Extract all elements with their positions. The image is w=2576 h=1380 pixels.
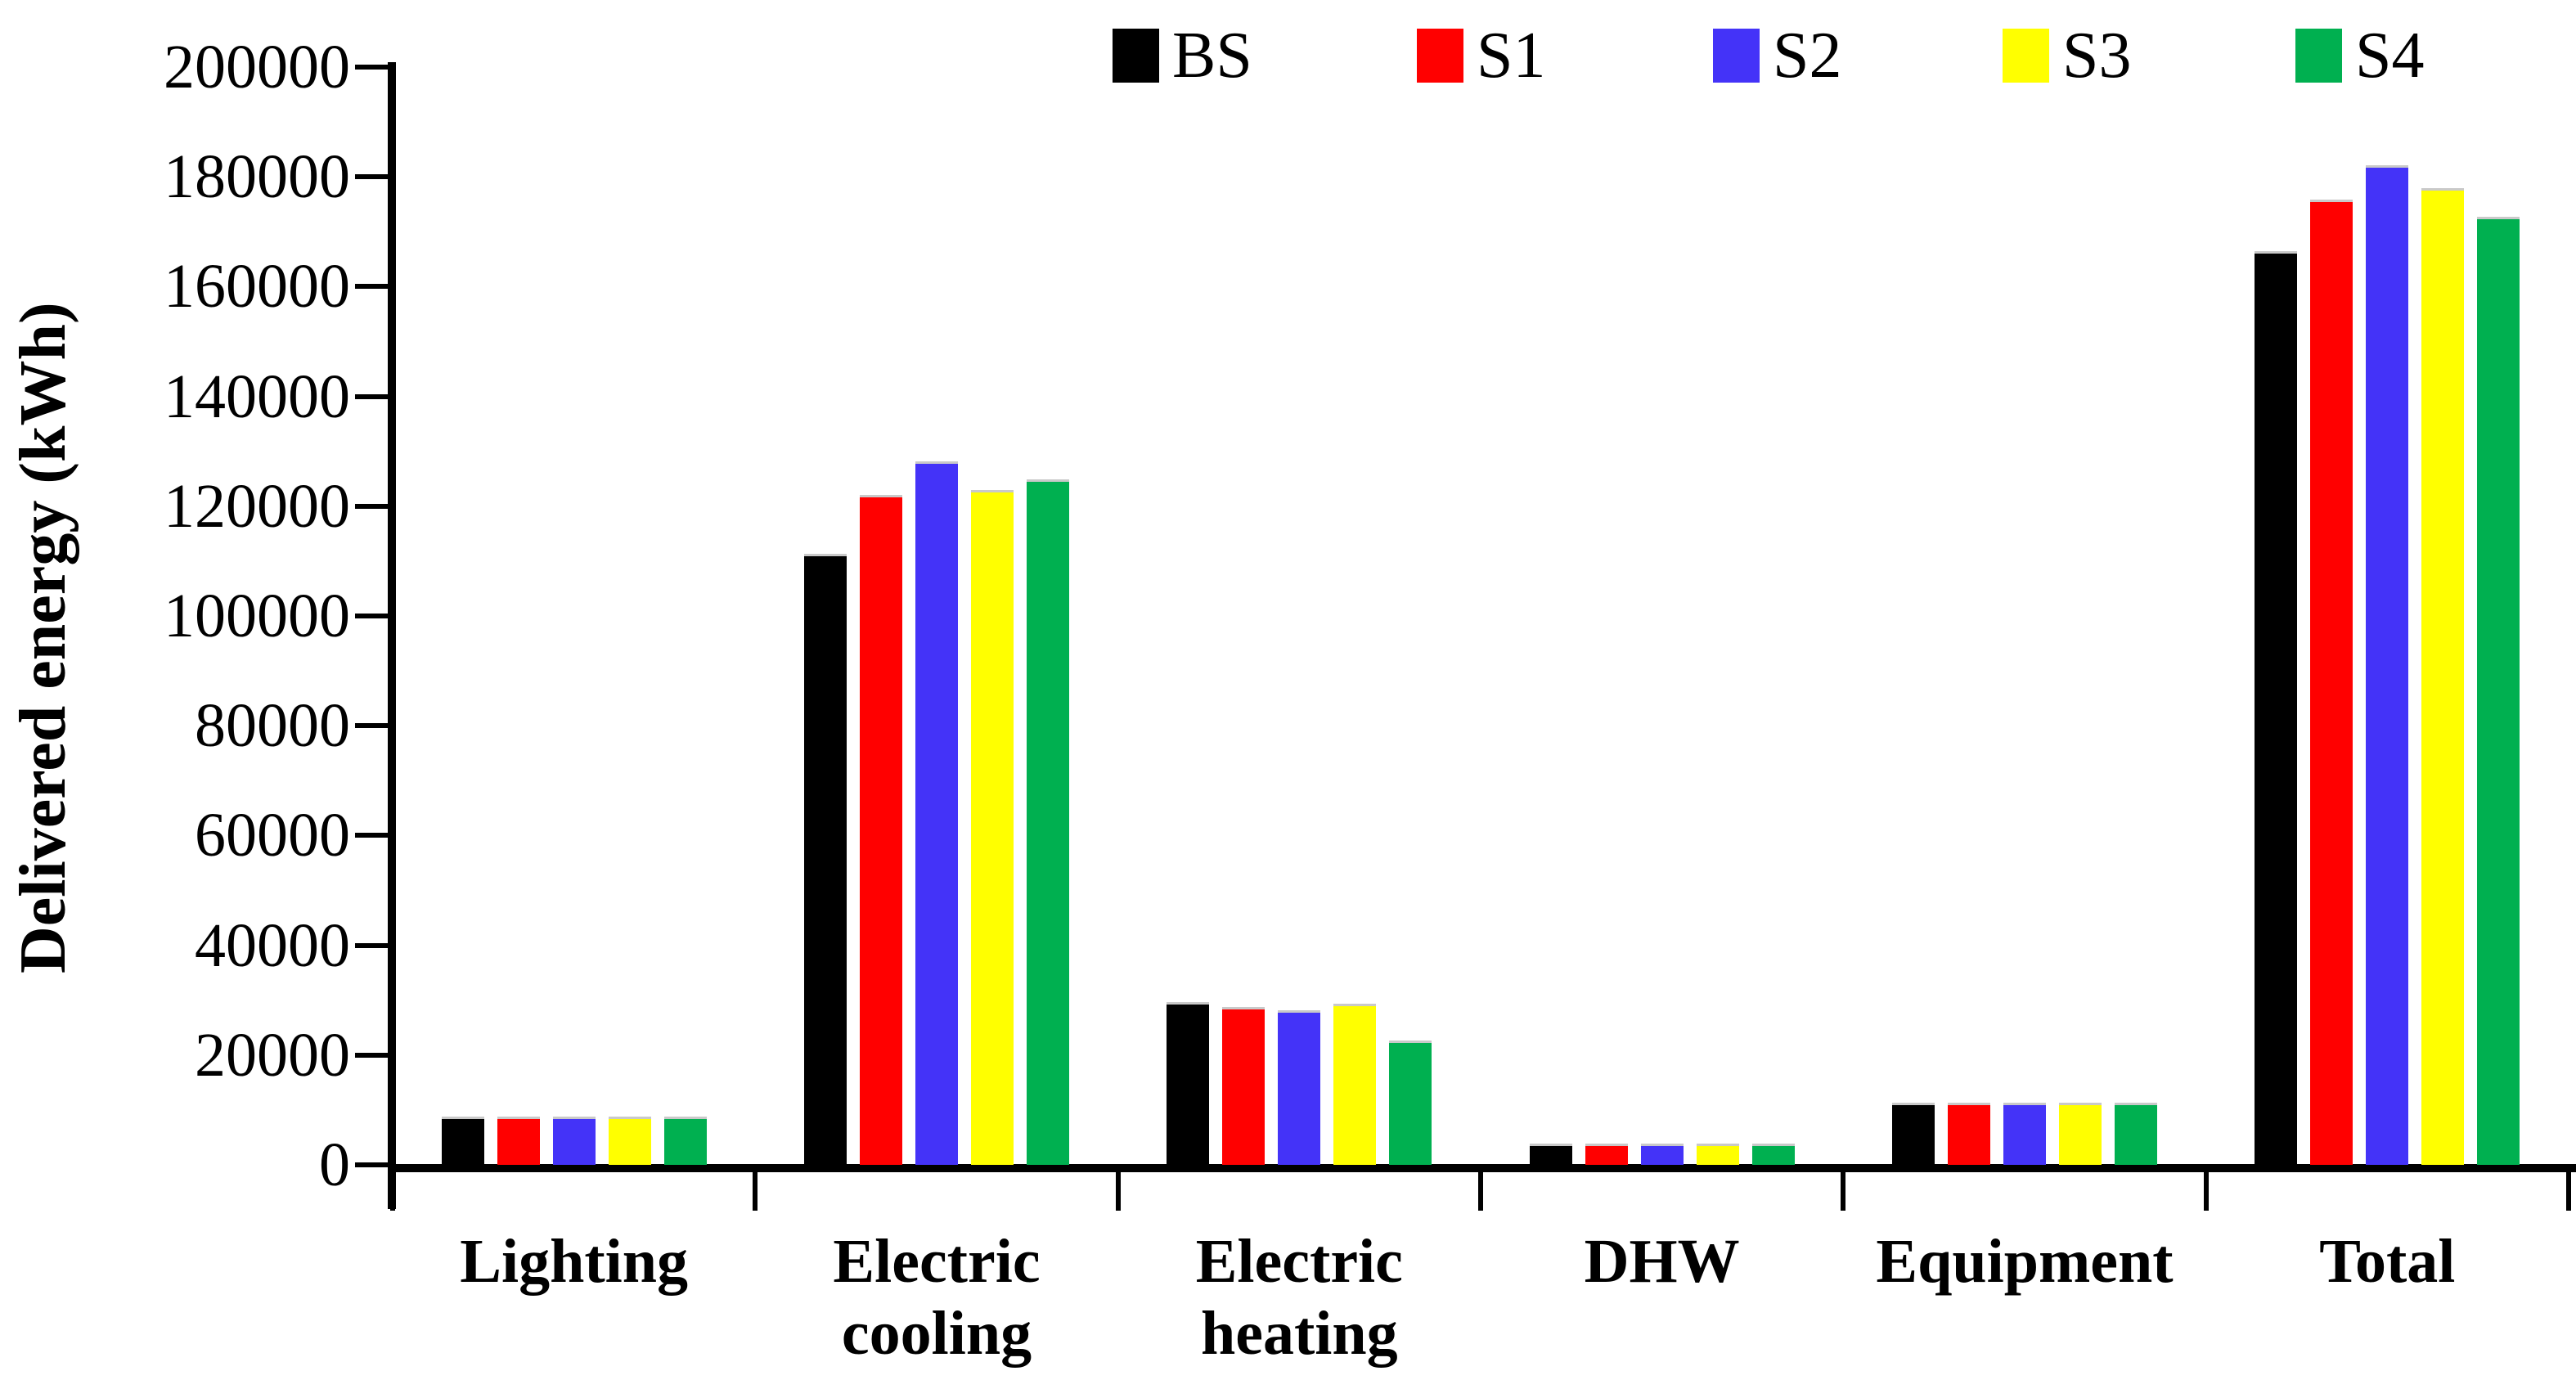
x-tick	[753, 1165, 758, 1211]
bar-S1-electric-cooling	[860, 495, 902, 1165]
y-tick-label: 120000	[164, 471, 350, 541]
x-tick	[2566, 1165, 2571, 1211]
legend-label-s4: S4	[2355, 20, 2425, 92]
y-tick-label: 200000	[164, 33, 350, 101]
y-tick	[355, 1162, 393, 1167]
legend-label-s2: S2	[1773, 20, 1842, 92]
x-category-label-electric-heating: Electric heating	[1195, 1227, 1403, 1368]
bar-S2-equipment	[2003, 1103, 2046, 1165]
y-tick-label: 80000	[195, 691, 350, 761]
y-tick	[355, 1052, 393, 1058]
legend-item-bs: BS	[1113, 23, 1252, 88]
legend-swatch-s2	[1713, 29, 1760, 83]
x-tick	[1115, 1165, 1121, 1211]
x-tick	[1478, 1165, 1483, 1211]
legend-item-s3: S3	[2003, 23, 2132, 88]
y-tick-label: 40000	[195, 910, 350, 980]
bar-S1-electric-heating	[1222, 1007, 1265, 1165]
bar-S2-lighting	[553, 1117, 596, 1165]
legend-item-s1: S1	[1417, 23, 1546, 88]
y-tick	[355, 65, 393, 70]
bar-S4-equipment	[2115, 1103, 2157, 1165]
x-category-label-equipment: Equipment	[1876, 1227, 2174, 1296]
y-tick-label: 0	[319, 1131, 350, 1199]
x-tick	[1841, 1165, 1846, 1211]
bar-S4-dhw	[1752, 1144, 1795, 1165]
legend-swatch-bs	[1113, 29, 1159, 83]
bar-S3-lighting	[609, 1117, 651, 1165]
y-tick-label: 60000	[195, 801, 350, 870]
bar-S3-dhw	[1697, 1144, 1739, 1165]
y-tick	[355, 614, 393, 618]
x-category-label-lighting: Lighting	[460, 1227, 689, 1296]
x-category-label-electric-cooling: Electric cooling	[833, 1227, 1041, 1368]
bar-S4-electric-cooling	[1027, 479, 1069, 1165]
legend-item-s2: S2	[1713, 23, 1842, 88]
y-tick-label: 160000	[164, 252, 350, 321]
bar-S3-electric-cooling	[971, 490, 1014, 1165]
bar-BS-equipment	[1892, 1103, 1935, 1165]
bar-S1-equipment	[1948, 1103, 1990, 1165]
legend-swatch-s1	[1417, 29, 1463, 83]
y-tick	[355, 284, 393, 290]
x-tick	[2203, 1165, 2209, 1211]
y-tick	[355, 942, 393, 948]
x-category-label-total: Total	[2319, 1227, 2456, 1296]
bar-BS-electric-cooling	[804, 554, 847, 1165]
y-tick	[355, 833, 393, 838]
x-tick	[390, 1165, 395, 1211]
legend-swatch-s4	[2295, 29, 2342, 83]
bar-S2-electric-heating	[1278, 1010, 1320, 1165]
bar-S3-equipment	[2059, 1103, 2102, 1165]
bar-S2-total	[2366, 165, 2408, 1165]
bar-S1-dhw	[1585, 1144, 1628, 1165]
bar-BS-lighting	[442, 1117, 484, 1165]
bar-S4-lighting	[664, 1117, 707, 1165]
y-axis-line	[388, 62, 396, 1209]
y-tick	[355, 503, 393, 509]
bar-S2-dhw	[1641, 1144, 1684, 1165]
legend-label-s3: S3	[2062, 20, 2132, 92]
y-tick-label: 180000	[164, 142, 350, 212]
y-tick	[355, 393, 393, 399]
bar-S2-electric-cooling	[915, 461, 958, 1165]
legend-label-bs: BS	[1172, 20, 1252, 92]
y-tick-label: 140000	[164, 362, 350, 431]
x-category-label-dhw: DHW	[1584, 1227, 1740, 1296]
y-tick	[355, 723, 393, 729]
bar-BS-electric-heating	[1167, 1002, 1209, 1165]
bar-BS-total	[2255, 251, 2297, 1165]
y-tick-label: 20000	[195, 1020, 350, 1090]
bar-S1-total	[2310, 200, 2353, 1165]
bar-S1-lighting	[497, 1117, 540, 1165]
bar-S3-total	[2421, 188, 2464, 1165]
bar-BS-dhw	[1530, 1144, 1572, 1165]
legend-label-s1: S1	[1477, 20, 1546, 92]
bar-S3-electric-heating	[1333, 1004, 1376, 1165]
bar-S4-electric-heating	[1389, 1041, 1432, 1165]
legend-item-s4: S4	[2295, 23, 2425, 88]
legend-swatch-s3	[2003, 29, 2049, 83]
y-tick-label: 100000	[164, 582, 350, 650]
bar-S4-total	[2477, 217, 2520, 1165]
y-tick	[355, 174, 393, 180]
